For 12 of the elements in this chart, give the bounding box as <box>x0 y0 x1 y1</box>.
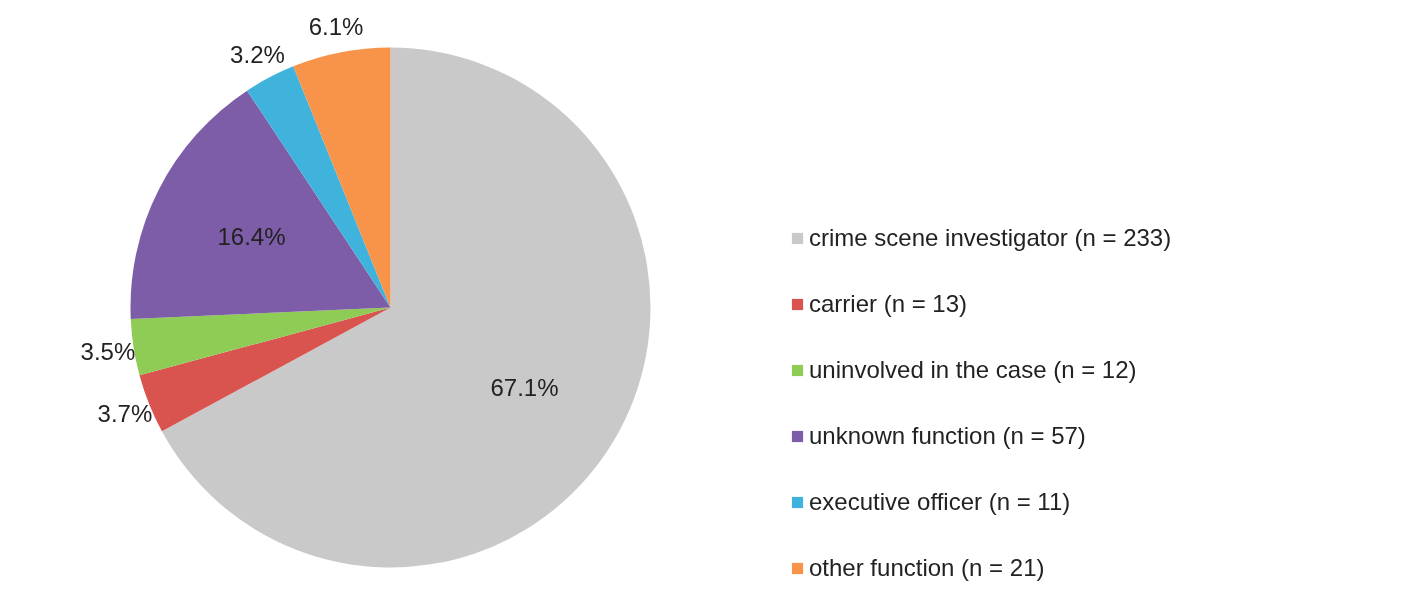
data-label: 3.2% <box>230 40 285 68</box>
legend-label: unknown function (n = 57) <box>809 422 1086 450</box>
legend-label: carrier (n = 13) <box>809 290 968 318</box>
data-label: 16.4% <box>217 223 286 251</box>
legend-label: uninvolved in the case (n = 12) <box>809 356 1137 384</box>
data-label: 6.1% <box>308 13 364 41</box>
legend-label: executive officer (n = 11) <box>809 488 1071 516</box>
data-label: 3.7% <box>97 400 153 428</box>
data-label: 67.1% <box>490 373 559 401</box>
data-label: 3.5% <box>80 337 136 365</box>
legend-label: crime scene investigator (n = 233) <box>809 224 1172 252</box>
legend-label: other function (n = 21) <box>809 554 1045 582</box>
